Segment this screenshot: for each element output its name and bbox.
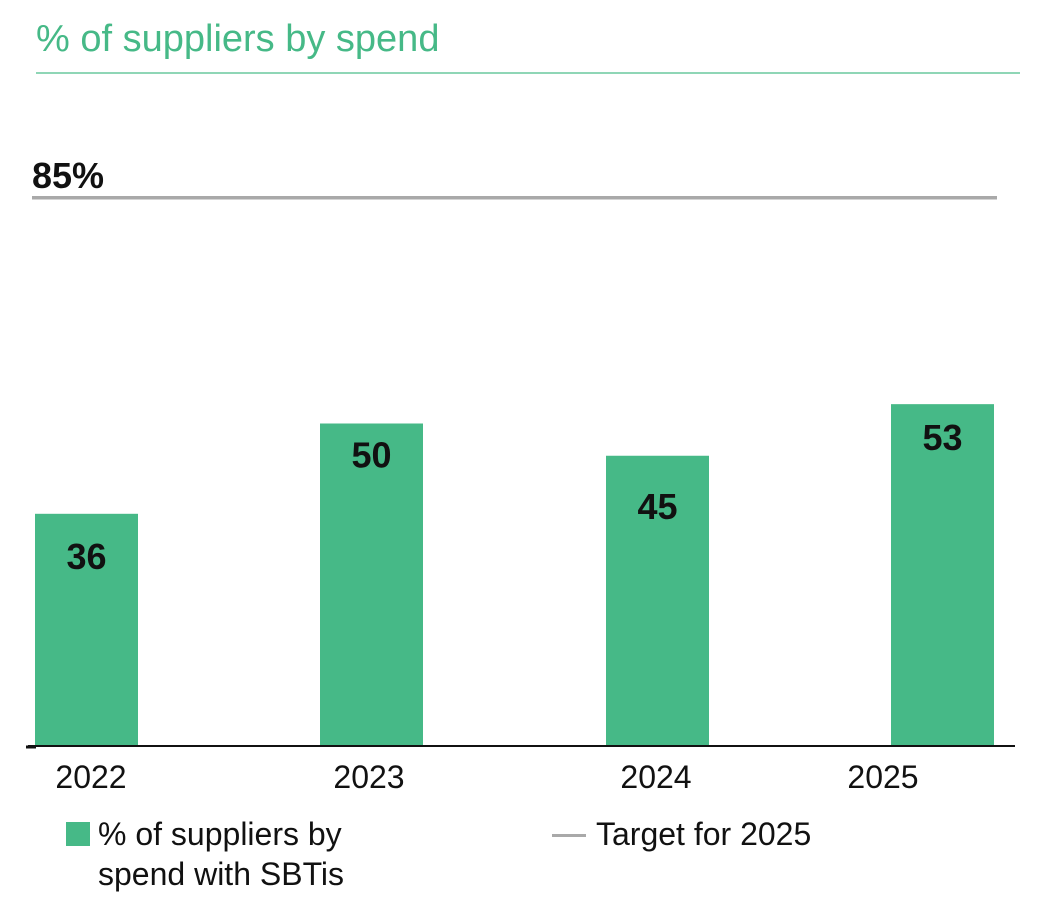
x-tick-label-2023: 2023	[333, 759, 404, 795]
data-label-2024: 45	[637, 486, 677, 527]
x-tick-label-2022: 2022	[55, 759, 126, 795]
bar-2023	[320, 423, 423, 746]
data-label-2023: 50	[351, 435, 391, 476]
data-label-2022: 36	[66, 536, 106, 577]
bar-2025	[891, 404, 994, 746]
legend-target-line	[552, 834, 586, 837]
x-tick-label-2025: 2025	[847, 759, 918, 795]
data-label-2025: 53	[922, 417, 962, 458]
chart-title: % of suppliers by spend	[36, 18, 440, 60]
target-label: 85%	[32, 155, 104, 196]
bar-2022	[35, 513, 138, 746]
x-tick-label-2024: 2024	[620, 759, 691, 795]
legend-series-label: % of suppliers by spend with SBTis	[98, 816, 345, 892]
legend-target-label: Target for 2025	[596, 816, 812, 852]
bar-2024	[606, 455, 709, 746]
legend-series-swatch	[66, 822, 90, 846]
title-divider	[36, 72, 1020, 74]
